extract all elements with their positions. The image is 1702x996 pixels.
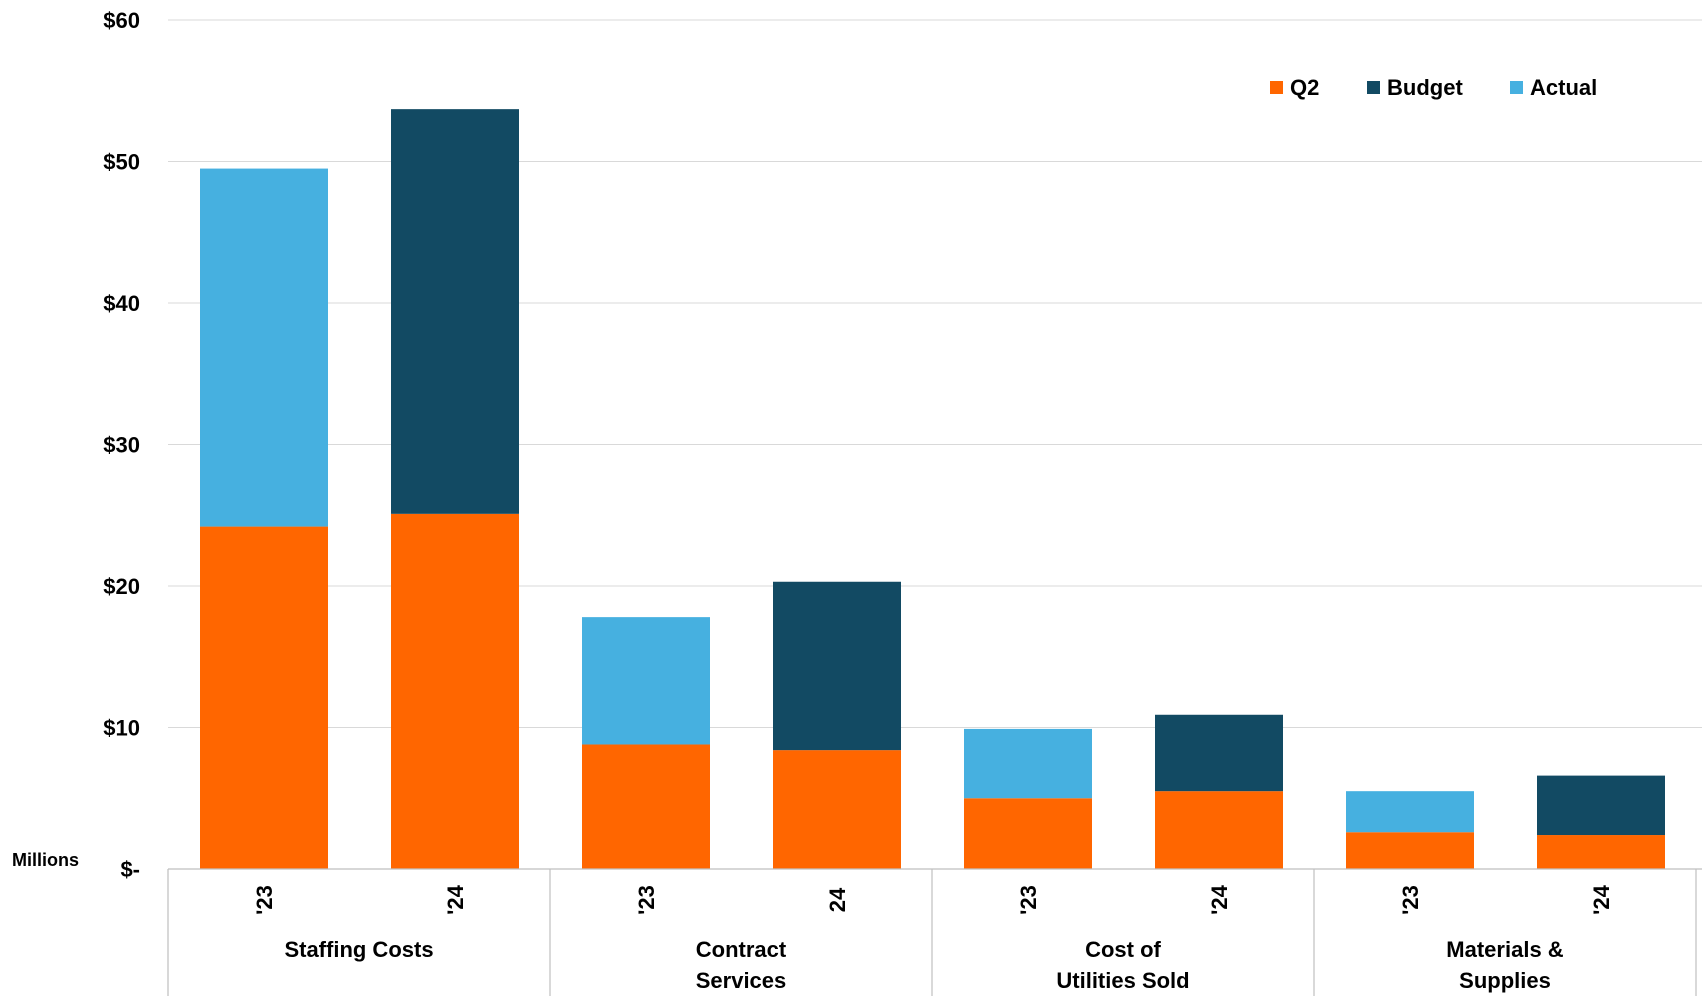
y-tick-label: $40 bbox=[103, 291, 140, 316]
group-label: Staffing Costs bbox=[284, 937, 433, 962]
legend-label-q2: Q2 bbox=[1290, 75, 1319, 100]
bar-segment-budget bbox=[1537, 775, 1665, 836]
bar-segment-actual bbox=[964, 728, 1092, 799]
group-label: Cost of Utilities Sold bbox=[1056, 937, 1189, 993]
bar-segment-q2 bbox=[964, 798, 1092, 869]
bar-segment-q2 bbox=[391, 513, 519, 869]
legend-swatch-actual bbox=[1510, 81, 1523, 94]
x-tick-label: 24 bbox=[825, 887, 850, 912]
legend-swatch-q2 bbox=[1270, 81, 1283, 94]
x-tick-label: '24 bbox=[1207, 884, 1232, 914]
legend-swatch-budget bbox=[1367, 81, 1380, 94]
bar-segment-budget bbox=[773, 581, 901, 751]
y-tick-label: $- bbox=[120, 857, 140, 882]
legend-label-budget: Budget bbox=[1387, 75, 1463, 100]
y-tick-label: $30 bbox=[103, 433, 140, 458]
y-axis-ticks: $- $10 $20 $30 $40 $50 $60 bbox=[103, 8, 140, 882]
x-tick-label: '24 bbox=[1589, 884, 1614, 914]
bars bbox=[200, 109, 1665, 869]
x-tick-label: '24 bbox=[443, 884, 468, 914]
group-label: Materials & Supplies bbox=[1446, 937, 1563, 993]
bar-segment-budget bbox=[391, 109, 519, 514]
y-tick-label: $20 bbox=[103, 574, 140, 599]
legend-label-actual: Actual bbox=[1530, 75, 1597, 100]
bar-segment-budget bbox=[1155, 714, 1283, 792]
x-tick-label: '23 bbox=[252, 885, 277, 915]
bar-segment-q2 bbox=[1346, 832, 1474, 869]
y-tick-label: $10 bbox=[103, 716, 140, 741]
legend: Q2 Budget Actual bbox=[1270, 75, 1597, 100]
bar-segment-q2 bbox=[582, 744, 710, 869]
bar-segment-q2 bbox=[200, 526, 328, 869]
x-tick-label: '23 bbox=[1016, 885, 1041, 915]
bar-segment-actual bbox=[582, 617, 710, 745]
bar-segment-q2 bbox=[1155, 791, 1283, 869]
y-tick-label: $50 bbox=[103, 150, 140, 175]
bar-segment-q2 bbox=[1537, 835, 1665, 869]
x-tick-label: '23 bbox=[1398, 885, 1423, 915]
y-tick-label: $60 bbox=[103, 8, 140, 33]
bar-segment-actual bbox=[200, 168, 328, 527]
unit-label: Millions bbox=[12, 850, 79, 870]
bar-segment-actual bbox=[1346, 791, 1474, 833]
bar-segment-q2 bbox=[773, 750, 901, 869]
x-tick-label: '23 bbox=[634, 885, 659, 915]
group-label: Contract Services bbox=[696, 937, 787, 993]
category-axis: '23 '24 Staffing Costs '23 24 Contract Service… bbox=[167, 868, 1702, 996]
